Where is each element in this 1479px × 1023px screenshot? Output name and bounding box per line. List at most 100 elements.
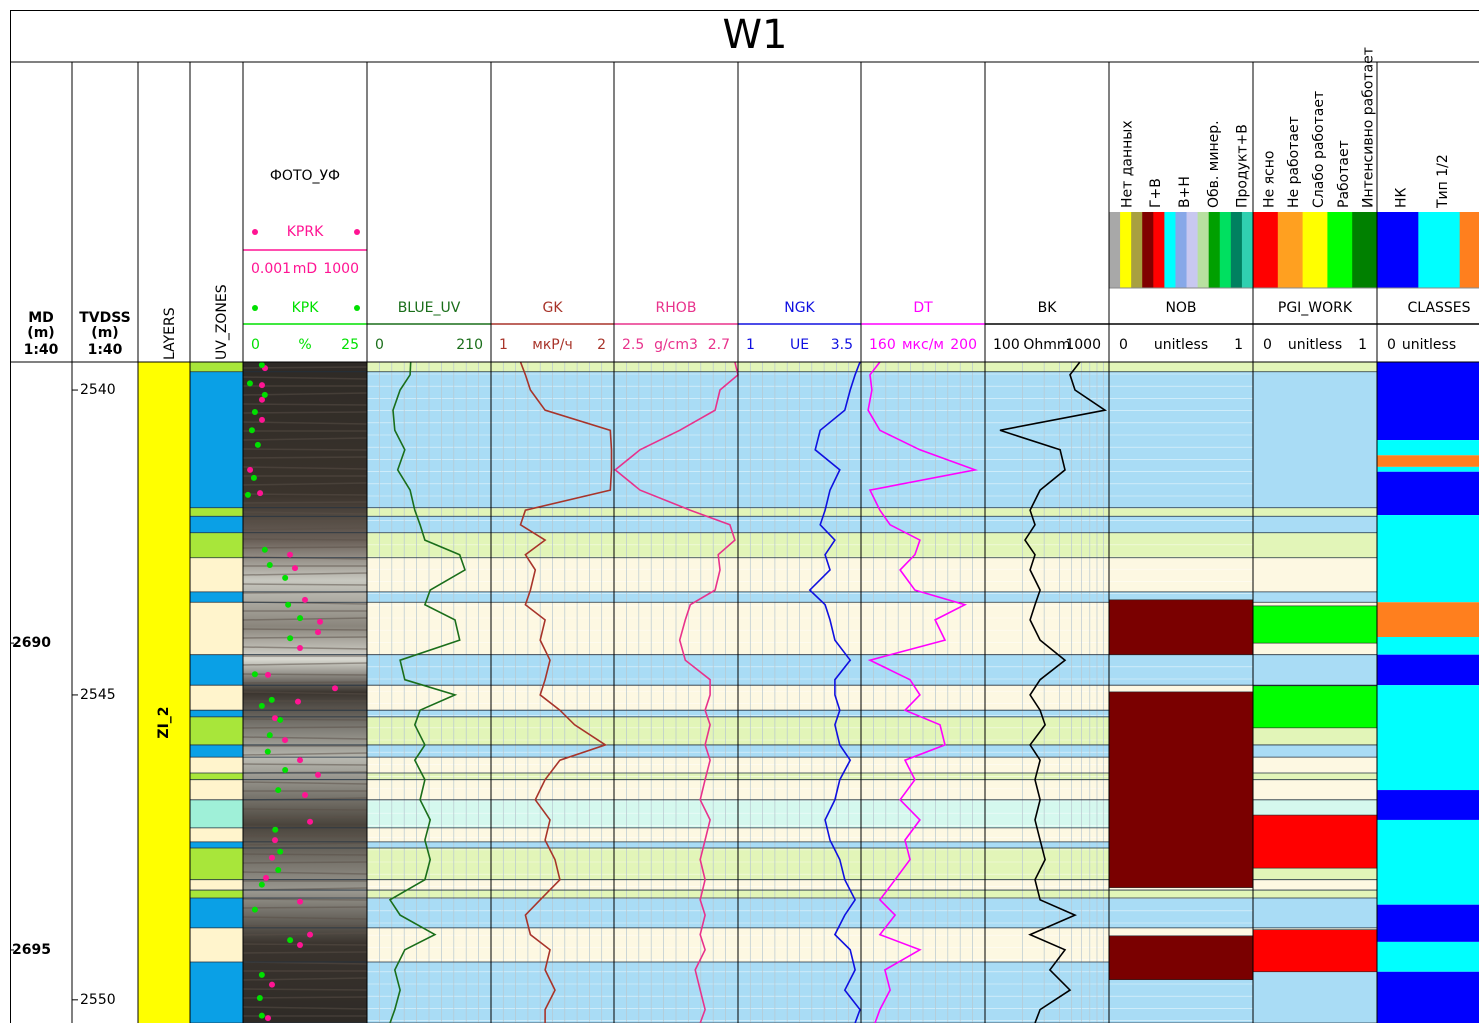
sample-point bbox=[267, 732, 273, 738]
sample-point bbox=[265, 749, 271, 755]
zone-shade bbox=[367, 533, 1377, 558]
sample-point bbox=[302, 597, 308, 603]
zone bbox=[190, 362, 243, 372]
track-name: DT bbox=[913, 300, 933, 316]
sample-point bbox=[272, 827, 278, 833]
zone-shade bbox=[367, 508, 1377, 517]
photo-streak bbox=[243, 502, 367, 503]
depth-header: TVDSS bbox=[79, 310, 131, 326]
class-interval bbox=[1377, 440, 1479, 455]
sample-point bbox=[282, 737, 288, 743]
sample-point bbox=[257, 995, 263, 1001]
sample-point bbox=[252, 671, 258, 677]
track-name: BK bbox=[1038, 300, 1058, 316]
photo-streak bbox=[243, 817, 367, 818]
class-interval bbox=[1377, 820, 1479, 905]
class-interval bbox=[1377, 637, 1479, 655]
sample-point bbox=[272, 837, 278, 843]
scale-min: 0 bbox=[1387, 337, 1396, 353]
zone bbox=[190, 928, 243, 962]
sample-point bbox=[295, 699, 301, 705]
legend-marker bbox=[252, 305, 258, 311]
sample-point bbox=[257, 490, 263, 496]
zone bbox=[190, 962, 243, 1023]
depth-header: (m) bbox=[91, 325, 118, 341]
photo-streak bbox=[243, 539, 367, 540]
sample-point bbox=[272, 715, 278, 721]
zone bbox=[190, 780, 243, 800]
zone bbox=[190, 757, 243, 773]
scale-max: 3.5 bbox=[831, 337, 853, 353]
scale-max: 210 bbox=[456, 337, 483, 353]
legend-label: В+Н bbox=[1177, 176, 1193, 208]
scale-unit: unitless bbox=[1154, 337, 1208, 353]
sample-point bbox=[259, 362, 265, 368]
sample-point bbox=[297, 942, 303, 948]
photo-streak bbox=[243, 989, 367, 990]
class-interval bbox=[1253, 606, 1377, 643]
class-interval bbox=[1109, 692, 1253, 888]
layer bbox=[138, 362, 190, 1023]
sample-point bbox=[317, 619, 323, 625]
photo-streak bbox=[243, 719, 367, 720]
class-interval bbox=[1377, 942, 1479, 972]
legend-swatch bbox=[1278, 212, 1303, 288]
scale-min: 0 bbox=[251, 337, 260, 353]
scale-unit: % bbox=[298, 337, 311, 353]
scale-max: 2.7 bbox=[708, 337, 730, 353]
legend-label: Г+В bbox=[1148, 178, 1164, 208]
sample-point bbox=[332, 685, 338, 691]
legend-swatch bbox=[1253, 212, 1278, 288]
sample-point bbox=[315, 772, 321, 778]
zone bbox=[190, 880, 243, 890]
photo-streak bbox=[243, 952, 367, 953]
zone bbox=[190, 848, 243, 880]
legend-swatch bbox=[1142, 212, 1154, 288]
zone bbox=[190, 800, 243, 828]
sample-point bbox=[259, 1013, 265, 1019]
sample-point bbox=[269, 855, 275, 861]
legend-swatch bbox=[1460, 212, 1479, 288]
zone bbox=[190, 773, 243, 780]
photo-streak bbox=[243, 629, 367, 630]
track-name: NOB bbox=[1165, 300, 1196, 316]
track-name: NGK bbox=[784, 300, 815, 316]
zone bbox=[190, 842, 243, 848]
scale-max: 1000 bbox=[323, 261, 359, 277]
depth-header: 1:40 bbox=[24, 342, 59, 358]
zone-shade bbox=[367, 558, 1377, 592]
legend-label: Обв. минер. bbox=[1206, 120, 1222, 208]
legend-swatch bbox=[1109, 212, 1121, 288]
photo-streak bbox=[243, 727, 367, 728]
legend-swatch bbox=[1327, 212, 1352, 288]
photo-streak bbox=[243, 584, 367, 585]
sample-point bbox=[247, 380, 253, 386]
legend-label: Тип 1/2 bbox=[1435, 154, 1451, 209]
sample-point bbox=[285, 602, 291, 608]
legend-label: Интенсивно работает bbox=[1361, 47, 1377, 208]
well-log: W1 ZI_2Нет данныхГ+ВВ+НОбв. минер.Продук… bbox=[0, 0, 1479, 1023]
depth-tick-label: 2545 bbox=[80, 687, 116, 703]
class-interval bbox=[1377, 685, 1479, 790]
zone bbox=[190, 890, 243, 898]
zone bbox=[190, 558, 243, 592]
legend-swatch bbox=[1198, 212, 1210, 288]
zone bbox=[190, 710, 243, 717]
class-interval bbox=[1253, 686, 1377, 728]
sample-point bbox=[262, 392, 268, 398]
track-name: CLASSES bbox=[1408, 300, 1471, 316]
photo-streak bbox=[243, 682, 367, 683]
sample-point bbox=[297, 645, 303, 651]
photo-streak bbox=[243, 547, 367, 548]
class-interval bbox=[1377, 472, 1479, 515]
depth-header: 1:40 bbox=[88, 342, 123, 358]
class-interval bbox=[1377, 655, 1479, 685]
sample-point bbox=[249, 427, 255, 433]
sample-point bbox=[282, 767, 288, 773]
legend-label: Работает bbox=[1336, 140, 1352, 208]
class-interval bbox=[1377, 790, 1479, 820]
sample-point bbox=[297, 757, 303, 763]
scale-max: 1 bbox=[1358, 337, 1367, 353]
sample-point bbox=[277, 717, 283, 723]
class-interval bbox=[1377, 905, 1479, 942]
